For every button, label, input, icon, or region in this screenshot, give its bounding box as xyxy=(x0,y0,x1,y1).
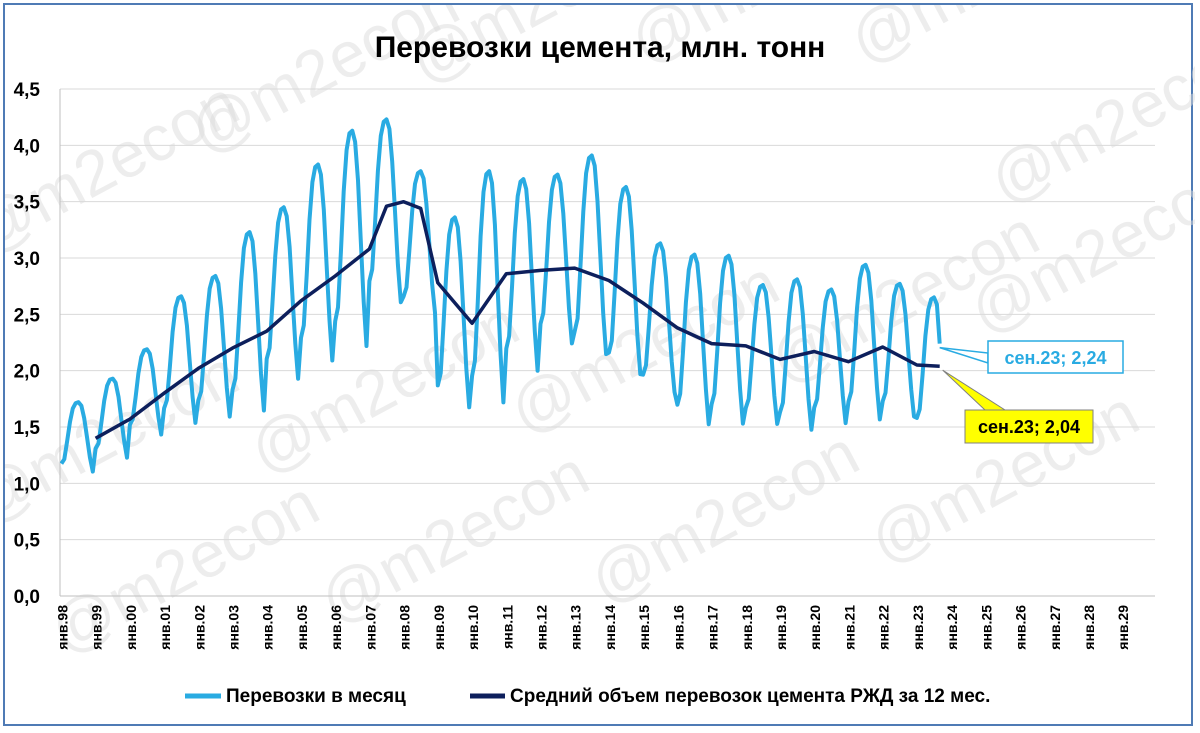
watermark-text: @m2econ xyxy=(578,416,870,617)
callout-average-pointer xyxy=(942,369,1007,411)
y-tick-label: 0,5 xyxy=(14,531,41,552)
legend-label-average: Средний объем перевозок цемента РЖД за 1… xyxy=(510,686,990,707)
chart-frame: @m2econ @m2econ @m2econ @m2econ @m2econ @m2ec… xyxy=(3,3,1195,726)
callout-average-box xyxy=(964,409,1094,444)
y-tick-label: 1,5 xyxy=(14,418,41,439)
x-tick-label: янв.13 xyxy=(568,605,584,650)
x-tick-label: янв.99 xyxy=(89,605,105,650)
x-tick-label: янв.18 xyxy=(739,605,755,650)
x-tick-label: янв.14 xyxy=(602,605,618,650)
watermarks: @m2econ@m2econ @m2econ@m2econ@m2econ@m2ec… xyxy=(5,5,1195,667)
x-tick-label: янв.07 xyxy=(362,605,378,650)
cement-chart: @m2econ@m2econ @m2econ@m2econ@m2econ@m2ec… xyxy=(5,5,1195,707)
callout-monthly-box xyxy=(987,340,1124,374)
x-tick-label: янв.21 xyxy=(841,605,857,650)
x-tick-label: янв.26 xyxy=(1013,605,1029,650)
callout-average-label: сен.23; 2,04 xyxy=(978,417,1080,437)
x-tick-label: янв.12 xyxy=(533,605,549,650)
x-tick-label: янв.11 xyxy=(499,605,515,649)
y-tick-label: 4,0 xyxy=(14,136,40,157)
x-tick-label: янв.08 xyxy=(397,605,413,650)
x-tick-label: янв.27 xyxy=(1047,605,1063,650)
x-tick-label: янв.24 xyxy=(944,605,960,650)
x-tick-label: янв.23 xyxy=(910,605,926,650)
x-tick-label: янв.04 xyxy=(260,605,276,650)
x-tick-label: янв.17 xyxy=(705,605,721,650)
x-tick-label: янв.19 xyxy=(773,605,789,650)
x-axis: янв.98 янв.99 янв.00 янв.01 янв.02 янв.03 янв.… xyxy=(54,605,1131,650)
callouts: сен.23; 2,24 сен.23; 2,04 xyxy=(939,340,1124,444)
x-tick-label: янв.15 xyxy=(636,605,652,650)
y-tick-label: 3,5 xyxy=(14,193,41,214)
x-tick-label: янв.20 xyxy=(807,605,823,650)
x-tick-label: янв.00 xyxy=(123,605,139,650)
x-tick-label: янв.98 xyxy=(54,605,70,650)
x-tick-label: янв.29 xyxy=(1115,605,1131,650)
x-tick-label: янв.01 xyxy=(157,605,173,650)
y-tick-label: 1,0 xyxy=(14,474,40,495)
x-tick-label: янв.16 xyxy=(670,605,686,650)
x-tick-label: янв.05 xyxy=(294,605,310,650)
x-tick-label: янв.10 xyxy=(465,605,481,650)
y-axis: 0,0 0,5 1,0 1,5 2,0 2,5 3,0 3,5 4,0 4,5 xyxy=(14,80,1155,608)
x-tick-label: янв.09 xyxy=(431,605,447,650)
monthly-line xyxy=(59,117,942,474)
x-tick-label: янв.02 xyxy=(191,605,207,650)
x-tick-label: янв.28 xyxy=(1081,605,1097,650)
y-tick-label: 2,5 xyxy=(14,305,41,326)
legend-label-monthly: Перевозки в месяц xyxy=(226,686,406,707)
y-tick-label: 3,0 xyxy=(14,249,40,270)
watermark-text: @m2econ xyxy=(838,5,1130,77)
callout-monthly-pointer xyxy=(939,346,989,365)
series-average xyxy=(94,199,940,440)
x-tick-label: янв.03 xyxy=(226,605,242,650)
legend: Перевозки в месяц Средний объем перевозок… xyxy=(185,686,990,707)
x-tick-label: янв.06 xyxy=(328,605,344,650)
y-tick-label: 2,0 xyxy=(14,362,40,383)
watermark-text: @m2econ xyxy=(308,436,600,637)
callout-monthly-label: сен.23; 2,24 xyxy=(1005,348,1107,368)
series-monthly xyxy=(59,117,942,474)
watermark-text: @m2econ xyxy=(38,466,330,667)
x-tick-label: янв.25 xyxy=(978,605,994,650)
chart-title: Перевозки цемента, млн. тонн xyxy=(375,31,826,64)
y-tick-label: 0,0 xyxy=(14,587,40,608)
average-line xyxy=(94,199,940,440)
x-tick-label: янв.22 xyxy=(876,605,892,650)
y-tick-label: 4,5 xyxy=(14,80,41,101)
watermark-text: @m2econ xyxy=(858,376,1150,577)
